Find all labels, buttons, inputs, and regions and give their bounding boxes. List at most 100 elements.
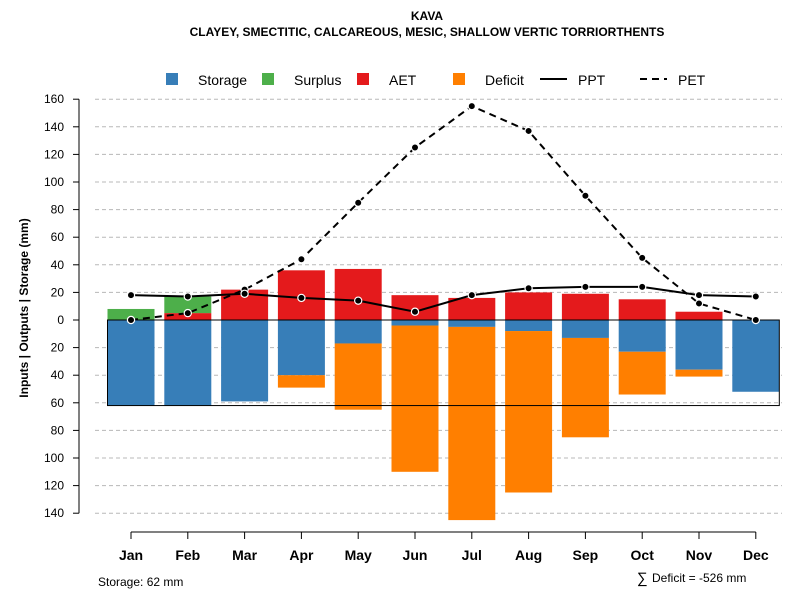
- y-axis-label: Inputs | Outputs | Storage (mm): [17, 218, 31, 397]
- y-tick-label: 0: [57, 313, 64, 327]
- surplus-bar: [107, 308, 155, 320]
- legend-label: AET: [389, 72, 417, 88]
- aet-bar: [675, 311, 723, 320]
- y-tick-label: 80: [51, 203, 65, 217]
- deficit-bar: [561, 337, 609, 438]
- deficit-note: Deficit = -526 mm: [652, 571, 746, 585]
- legend: Storage Surplus AET Deficit PPT PET: [166, 72, 706, 88]
- storage-bar: [448, 320, 496, 327]
- deficit-bar: [391, 325, 439, 472]
- deficit-bar: [675, 369, 723, 377]
- storage-bar: [334, 320, 382, 344]
- deficit-bar: [505, 331, 553, 493]
- pet-point: [694, 299, 704, 308]
- x-tick-label: Feb: [175, 547, 200, 563]
- x-tick-label: Jan: [119, 547, 143, 563]
- sigma-symbol: ∑: [637, 570, 648, 587]
- y-tick-label: 20: [51, 341, 65, 355]
- legend-label: Storage: [198, 72, 247, 88]
- ppt-point: [638, 282, 647, 292]
- y-tick-label: 60: [51, 396, 65, 410]
- pet-point: [410, 143, 420, 152]
- pet-point: [524, 126, 533, 136]
- ppt-point: [467, 290, 476, 300]
- storage-bar: [391, 320, 439, 326]
- storage-bar: [107, 320, 155, 406]
- y-tick-label: 160: [44, 92, 64, 106]
- ppt-point: [126, 290, 136, 300]
- x-tick-label: Aug: [515, 547, 542, 563]
- ppt-point: [524, 284, 533, 293]
- legend-label: Deficit: [485, 72, 524, 88]
- deficit-bar: [334, 343, 382, 410]
- ppt-point: [694, 290, 704, 300]
- x-tick-label: May: [345, 547, 372, 563]
- legend-swatch: [453, 73, 465, 85]
- legend-swatch: [166, 73, 178, 85]
- y-tick-label: 40: [51, 258, 65, 272]
- storage-bar: [221, 320, 269, 402]
- x-tick-label: Mar: [232, 547, 257, 563]
- aet-bar: [618, 299, 666, 320]
- pet-point: [183, 308, 192, 318]
- pet-point: [467, 101, 476, 111]
- x-tick-label: Oct: [631, 547, 655, 563]
- ppt-point: [240, 289, 249, 298]
- x-tick-label: Apr: [289, 547, 314, 563]
- x-tick-label: Nov: [686, 547, 713, 563]
- deficit-bar: [618, 351, 666, 395]
- aet-bar: [334, 268, 382, 320]
- storage-bar: [164, 320, 212, 406]
- ppt-point: [581, 282, 590, 292]
- storage-bar: [561, 320, 609, 338]
- pet-point: [581, 191, 590, 200]
- y-tick-label: 40: [51, 368, 65, 382]
- legend-swatch: [357, 73, 369, 85]
- pet-point: [297, 255, 306, 264]
- ppt-point: [297, 293, 306, 303]
- aet-bar: [561, 293, 609, 320]
- storage-bar: [618, 320, 666, 352]
- ppt-point: [410, 307, 420, 316]
- x-tick-label: Jun: [403, 547, 428, 563]
- pet-line: [130, 104, 757, 321]
- pet-point: [638, 253, 647, 263]
- pet-point: [354, 198, 363, 207]
- x-tick-label: Sep: [573, 547, 599, 563]
- storage-bar: [505, 320, 553, 332]
- storage-note: Storage: 62 mm: [98, 575, 183, 589]
- ppt-point: [183, 292, 192, 301]
- ppt-point: [751, 292, 761, 301]
- y-tick-label: 100: [44, 451, 64, 465]
- bars: [107, 268, 780, 521]
- pet-point: [751, 315, 761, 325]
- legend-label: PPT: [578, 72, 606, 88]
- storage-bar: [732, 320, 780, 392]
- deficit-bar: [277, 375, 325, 388]
- storage-bar: [277, 320, 325, 376]
- storage-bar: [675, 320, 723, 370]
- y-axis: 160 140 120 100 80 60 40 20 0 20 40 60 80 100 120 140: [44, 92, 80, 520]
- y-tick-label: 20: [51, 285, 65, 299]
- surplus-bar: [164, 296, 212, 314]
- y-tick-label: 120: [44, 147, 64, 161]
- y-tick-label: 60: [51, 230, 65, 244]
- x-axis: Jan Feb Mar Apr May Jun Jul Aug Sep Oct Nov Dec: [119, 531, 769, 563]
- pet-point: [126, 315, 136, 325]
- lines: [126, 101, 761, 325]
- x-tick-label: Dec: [743, 547, 769, 563]
- y-tick-label: 140: [44, 120, 64, 134]
- legend-swatch: [262, 73, 274, 85]
- deficit-bar: [448, 326, 496, 521]
- legend-label: PET: [678, 72, 706, 88]
- ppt-point: [354, 296, 363, 305]
- y-tick-label: 100: [44, 175, 64, 189]
- chart-subtitle: CLAYEY, SMECTITIC, CALCAREOUS, MESIC, SH…: [190, 25, 665, 39]
- chart-title: KAVA: [411, 9, 444, 23]
- x-tick-label: Jul: [462, 547, 482, 563]
- legend-label: Surplus: [294, 72, 341, 88]
- ppt-line: [130, 285, 756, 313]
- y-tick-label: 80: [51, 423, 65, 437]
- aet-bar: [448, 297, 496, 320]
